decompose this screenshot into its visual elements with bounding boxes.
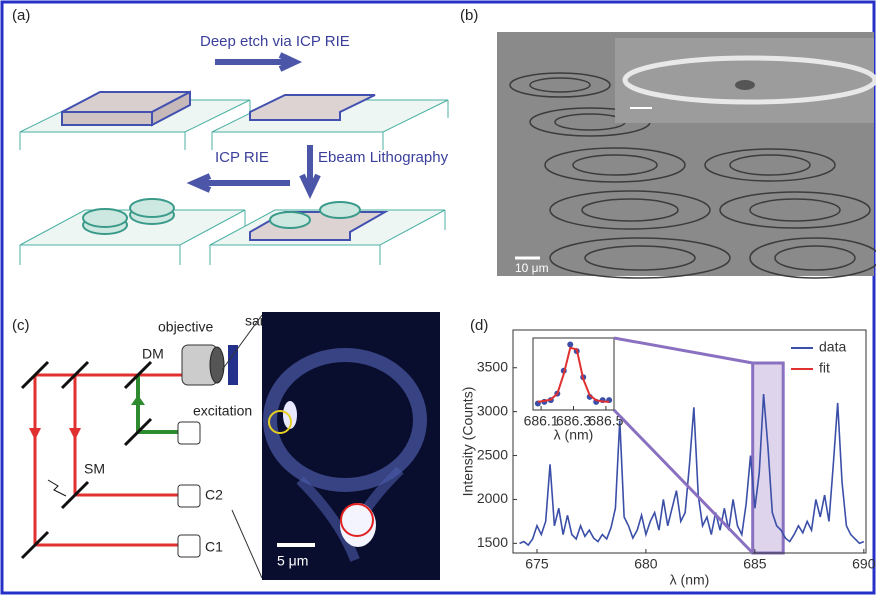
- setup-label: objective: [158, 319, 213, 335]
- series-line: [519, 394, 865, 547]
- panel-b: (b) 10 μm: [460, 7, 876, 279]
- y-tick-label: 3500: [477, 358, 508, 374]
- panel-a: (a) Deep etch via ICP RIE Ebeam Lithogra…: [12, 7, 449, 265]
- y-tick-label: 2500: [477, 446, 508, 462]
- series-line: [537, 346, 610, 403]
- legs: [211, 100, 449, 150]
- connector: [612, 408, 754, 555]
- x-axis-label: λ (nm): [554, 427, 594, 443]
- film: [249, 94, 376, 121]
- panel-label: (b): [460, 7, 478, 24]
- setup-label: C1: [205, 539, 223, 555]
- legend-label: data: [819, 339, 846, 355]
- y-axis-label: Intensity (Counts): [460, 387, 476, 497]
- panel-label: (a): [12, 7, 30, 24]
- couplers: [177, 421, 201, 558]
- flip: [47, 479, 67, 497]
- inset-post: [735, 80, 755, 90]
- legs: [209, 210, 446, 265]
- y-tick-label: 3000: [477, 402, 508, 418]
- beam-arrow: [131, 395, 145, 405]
- legend-label: fit: [819, 360, 830, 376]
- arrow: [215, 52, 303, 72]
- yellow-circle: [268, 410, 292, 434]
- y-tick-label: 1500: [477, 534, 508, 550]
- red-beam: [33, 373, 190, 547]
- panel-label: (c): [12, 317, 30, 334]
- connector: [613, 336, 753, 365]
- film: [61, 111, 153, 126]
- sem-rings: [509, 72, 876, 279]
- x-tick-label: 680: [634, 556, 658, 572]
- x-tick-label: 690: [852, 556, 876, 572]
- scale-label: 5 μm: [277, 553, 308, 569]
- panel-c: (c) objective sample DM excitation SM C2…: [12, 312, 440, 580]
- beam-arrow: [29, 428, 81, 440]
- inset-ring: [622, 55, 876, 105]
- film: [151, 90, 191, 127]
- rings: [82, 198, 175, 235]
- plot-area: [532, 337, 615, 411]
- setup-label: excitation: [193, 403, 252, 419]
- panel-d: (d): [470, 317, 488, 334]
- y-tick-label: 2000: [477, 490, 508, 506]
- red-circle: [340, 503, 374, 537]
- arrow: [299, 145, 321, 200]
- green-beam: [136, 375, 180, 434]
- objective-lens: [209, 346, 225, 384]
- x-tick-label: 686.5: [588, 413, 623, 429]
- setup-label: C2: [205, 487, 223, 503]
- x-tick-label: 686.1: [524, 413, 559, 429]
- x-tick-label: 675: [525, 556, 549, 572]
- setup-label: DM: [142, 346, 164, 362]
- arrow: [186, 173, 290, 193]
- bright-spot: [340, 503, 376, 547]
- plot-area: [512, 329, 867, 554]
- panel-label: (d): [470, 317, 488, 334]
- step-label: ICP RIE: [215, 149, 269, 166]
- x-tick-label: 686.3: [556, 413, 591, 429]
- rings: [269, 201, 361, 229]
- sample: [228, 345, 238, 385]
- step-label: Deep etch via ICP RIE: [200, 33, 350, 50]
- mirrors: [20, 360, 153, 560]
- x-tick-label: 685: [743, 556, 767, 572]
- scale-label: 10 μm: [515, 261, 549, 275]
- bright-spot: [283, 401, 297, 429]
- setup-label: SM: [84, 461, 105, 477]
- x-axis-label: λ (nm): [670, 572, 710, 588]
- zoom-lines: [221, 314, 263, 579]
- data-point: [567, 341, 574, 348]
- step-label: Ebeam Lithography: [318, 149, 449, 166]
